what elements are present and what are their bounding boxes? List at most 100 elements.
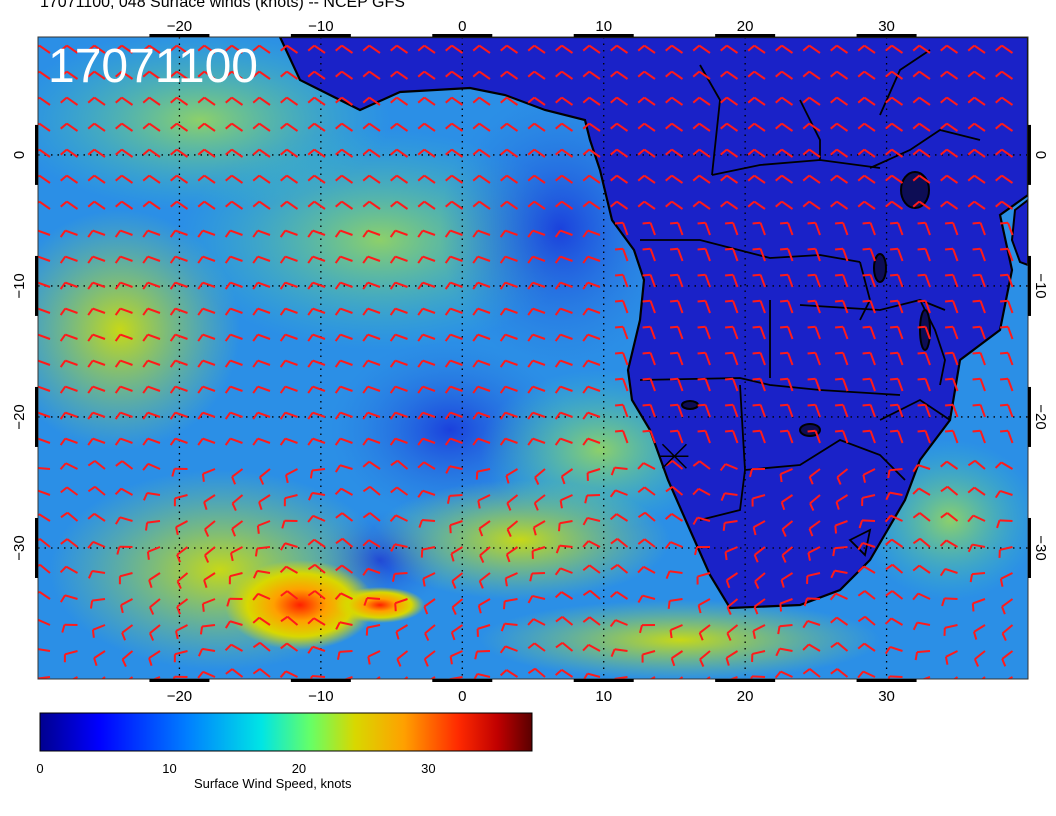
wind-barb [802, 174, 821, 184]
wind-barb [614, 247, 629, 262]
wind-barb [637, 148, 656, 158]
wind-barb [885, 200, 904, 210]
wind-barb [252, 616, 271, 626]
time-stamp: 17071100 [48, 40, 258, 93]
wind-barb [807, 546, 821, 561]
colorbar-tick-label: 20 [292, 761, 306, 776]
wind-barb [775, 174, 794, 184]
wind-barb [582, 96, 601, 106]
wind-barb [807, 429, 821, 444]
wind-barb [362, 174, 381, 184]
wind-barb [917, 325, 931, 340]
lat-tick-label-right: −10 [1032, 273, 1049, 298]
wind-barb [169, 229, 188, 238]
wind-barb [639, 624, 656, 634]
wind-barb [999, 247, 1014, 262]
wind-barb [775, 148, 794, 158]
wind-barb [472, 333, 491, 342]
wind-barb [885, 538, 904, 548]
wind-barb [203, 572, 216, 588]
wind-barb [87, 512, 106, 522]
wind-barb [224, 229, 243, 238]
wind-barb [555, 544, 573, 554]
wind-barb [752, 351, 766, 366]
wind-barb [146, 546, 161, 560]
wind-barb [642, 325, 656, 340]
wind-barb [343, 676, 353, 679]
lon-tick-label-bottom: −10 [308, 688, 333, 705]
wind-barb [252, 200, 271, 210]
wind-barb [642, 403, 656, 418]
wind-barb [280, 642, 299, 652]
wind-barb [967, 122, 986, 132]
wind-barb [857, 565, 876, 574]
wind-barb [252, 96, 271, 106]
lon-tick-bar [715, 679, 776, 682]
wind-barb [775, 647, 793, 657]
wind-barb [170, 122, 189, 132]
wind-barb [203, 494, 216, 511]
wind-barb [417, 122, 436, 132]
wind-barb [128, 676, 134, 679]
wind-barb [390, 200, 409, 210]
wind-barb [829, 592, 848, 601]
wind-barb [477, 494, 491, 509]
wind-barb [279, 229, 298, 238]
wind-barb [390, 122, 409, 132]
lon-tick-label-bottom: 0 [458, 688, 466, 705]
wind-barb [118, 572, 133, 585]
wind-barb [802, 96, 821, 106]
wind-barb [582, 564, 601, 574]
wind-barb [472, 148, 491, 158]
wind-barb [307, 333, 326, 342]
lat-tick-label-right: 0 [1032, 151, 1049, 159]
wind-barb [307, 385, 326, 394]
wind-barb [87, 437, 106, 446]
wind-barb [999, 429, 1014, 444]
wind-barb [807, 273, 821, 288]
wind-barb [87, 485, 106, 496]
wind-barb [499, 385, 518, 394]
wind-barb [834, 325, 849, 340]
wind-barb [390, 459, 409, 470]
wind-barb [362, 255, 381, 264]
wind-barb [363, 597, 381, 606]
wind-barb [944, 299, 959, 314]
wind-barb [197, 385, 216, 394]
wind-barb [334, 487, 353, 496]
wind-barb [231, 468, 244, 485]
wind-barb [967, 459, 986, 470]
wind-barb [692, 487, 711, 496]
wind-barb [554, 567, 573, 576]
wind-barb [834, 351, 849, 366]
wind-barb [834, 247, 849, 262]
wind-barb [724, 403, 739, 418]
wind-barb [335, 174, 354, 184]
wind-barb [720, 44, 739, 54]
wind-barb [582, 255, 601, 264]
lon-tick-bar [290, 679, 351, 682]
wind-barb [87, 385, 106, 394]
wind-barb [940, 460, 959, 470]
wind-barb [972, 273, 986, 288]
wind-barb [885, 122, 904, 132]
wind-barb [389, 514, 408, 522]
wind-barb [972, 403, 986, 418]
wind-barb [142, 462, 161, 471]
wind-barb [142, 333, 161, 342]
wind-barb [169, 359, 188, 368]
wind-barb [500, 200, 519, 210]
wind-barb [365, 624, 381, 636]
wind-barb [362, 96, 381, 106]
wind-barb [885, 563, 904, 574]
wind-barb [142, 174, 161, 184]
lon-tick-label-bottom: 10 [595, 688, 612, 705]
wind-barb [999, 572, 1013, 587]
wind-barb [725, 572, 739, 589]
wind-barb [450, 624, 464, 641]
wind-barb [779, 598, 793, 612]
wind-barb [472, 96, 491, 106]
wind-barb [87, 411, 106, 420]
wind-barb [582, 229, 601, 238]
wind-barb [334, 229, 353, 238]
